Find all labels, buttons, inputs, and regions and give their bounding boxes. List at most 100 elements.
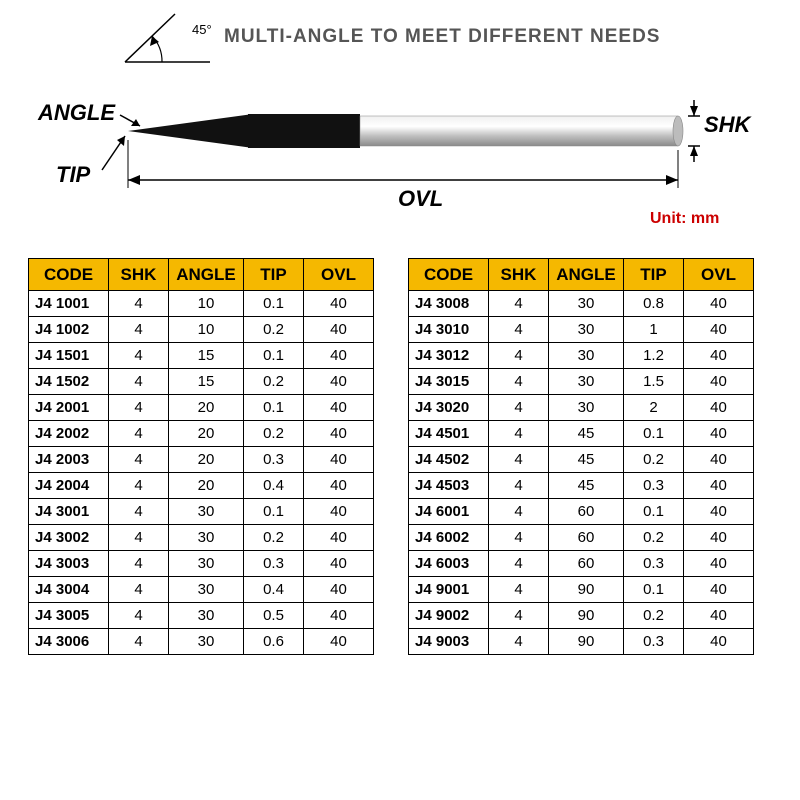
table-cell: 40 (304, 577, 374, 603)
table-cell: 4 (489, 447, 549, 473)
table-cell: 90 (549, 603, 624, 629)
table-cell: 30 (169, 603, 244, 629)
table-row: J4 30024300.240 (29, 525, 374, 551)
table-cell: 90 (549, 629, 624, 655)
spec-tables: CODESHKANGLETIPOVLJ4 10014100.140J4 1002… (28, 258, 772, 655)
table-cell: 4 (109, 395, 169, 421)
table-cell: 10 (169, 291, 244, 317)
col-header-shk: SHK (109, 259, 169, 291)
table-cell: 60 (549, 551, 624, 577)
header: 45° MULTI-ANGLE TO MEET DIFFERENT NEEDS (120, 12, 760, 67)
table-cell: 4 (489, 421, 549, 447)
table-cell: 40 (684, 551, 754, 577)
table-row: J4 30054300.540 (29, 603, 374, 629)
table-cell: 4 (489, 473, 549, 499)
table-cell: 0.2 (624, 525, 684, 551)
table-cell: 15 (169, 369, 244, 395)
table-cell: 4 (489, 499, 549, 525)
table-row: J4 20034200.340 (29, 447, 374, 473)
table-row: J4 15024150.240 (29, 369, 374, 395)
table-cell: 30 (169, 499, 244, 525)
table-cell: 40 (684, 525, 754, 551)
table-cell: J4 2002 (29, 421, 109, 447)
table-row: J4 15014150.140 (29, 343, 374, 369)
table-cell: J4 3015 (409, 369, 489, 395)
label-shk: SHK (704, 112, 750, 138)
col-header-tip: TIP (244, 259, 304, 291)
table-cell: 0.3 (624, 473, 684, 499)
table-cell: J4 3003 (29, 551, 109, 577)
table-cell: 1.2 (624, 343, 684, 369)
col-header-angle: ANGLE (549, 259, 624, 291)
table-cell: 40 (304, 603, 374, 629)
table-row: J4 30064300.640 (29, 629, 374, 655)
bit-drawing (98, 100, 700, 230)
table-cell: J4 4502 (409, 447, 489, 473)
table-cell: 4 (489, 551, 549, 577)
table-cell: J4 4503 (409, 473, 489, 499)
table-cell: J4 2001 (29, 395, 109, 421)
table-cell: J4 6002 (409, 525, 489, 551)
table-cell: J4 3001 (29, 499, 109, 525)
table-row: J4 30034300.340 (29, 551, 374, 577)
table-cell: 4 (489, 317, 549, 343)
table-cell: 40 (684, 369, 754, 395)
table-row: J4 30154301.540 (409, 369, 754, 395)
table-cell: 0.3 (624, 629, 684, 655)
table-row: J4 30044300.440 (29, 577, 374, 603)
table-cell: 4 (489, 525, 549, 551)
table-row: J4 20014200.140 (29, 395, 374, 421)
table-cell: 4 (109, 369, 169, 395)
table-row: J4 45024450.240 (409, 447, 754, 473)
table-cell: 40 (304, 291, 374, 317)
angle-45-icon (120, 12, 215, 67)
table-cell: 30 (169, 551, 244, 577)
table-cell: 0.4 (244, 473, 304, 499)
table-cell: J4 2003 (29, 447, 109, 473)
table-cell: 30 (549, 369, 624, 395)
table-cell: 4 (489, 343, 549, 369)
table-cell: 20 (169, 395, 244, 421)
table-cell: 40 (684, 395, 754, 421)
table-cell: 30 (169, 577, 244, 603)
table-row: J4 10024100.240 (29, 317, 374, 343)
table-cell: 40 (304, 473, 374, 499)
col-header-angle: ANGLE (169, 259, 244, 291)
table-cell: 40 (304, 447, 374, 473)
table-cell: J4 4501 (409, 421, 489, 447)
table-row: J4 3010430140 (409, 317, 754, 343)
table-cell: 0.1 (244, 499, 304, 525)
table-cell: 0.2 (624, 447, 684, 473)
angle-45-label: 45° (192, 22, 212, 37)
table-cell: 40 (304, 525, 374, 551)
table-cell: 4 (489, 395, 549, 421)
table-cell: J4 3008 (409, 291, 489, 317)
table-cell: 90 (549, 577, 624, 603)
table-cell: 1 (624, 317, 684, 343)
table-cell: 0.5 (244, 603, 304, 629)
table-cell: 4 (489, 629, 549, 655)
table-row: J4 30014300.140 (29, 499, 374, 525)
table-cell: 0.1 (624, 577, 684, 603)
table-cell: 4 (109, 629, 169, 655)
table-cell: 0.4 (244, 577, 304, 603)
table-cell: 0.1 (244, 291, 304, 317)
table-cell: J4 1001 (29, 291, 109, 317)
table-cell: 40 (684, 499, 754, 525)
table-cell: 20 (169, 473, 244, 499)
table-cell: 0.1 (244, 343, 304, 369)
col-header-tip: TIP (624, 259, 684, 291)
table-row: J4 90024900.240 (409, 603, 754, 629)
table-cell: 0.1 (624, 499, 684, 525)
table-cell: 45 (549, 447, 624, 473)
table-row: J4 30084300.840 (409, 291, 754, 317)
table-cell: 40 (304, 395, 374, 421)
table-cell: 15 (169, 343, 244, 369)
table-cell: 40 (684, 421, 754, 447)
table-cell: 40 (684, 577, 754, 603)
table-cell: 30 (549, 291, 624, 317)
col-header-code: CODE (29, 259, 109, 291)
table-cell: 60 (549, 499, 624, 525)
table-cell: 0.1 (624, 421, 684, 447)
spec-table-left: CODESHKANGLETIPOVLJ4 10014100.140J4 1002… (28, 258, 374, 655)
